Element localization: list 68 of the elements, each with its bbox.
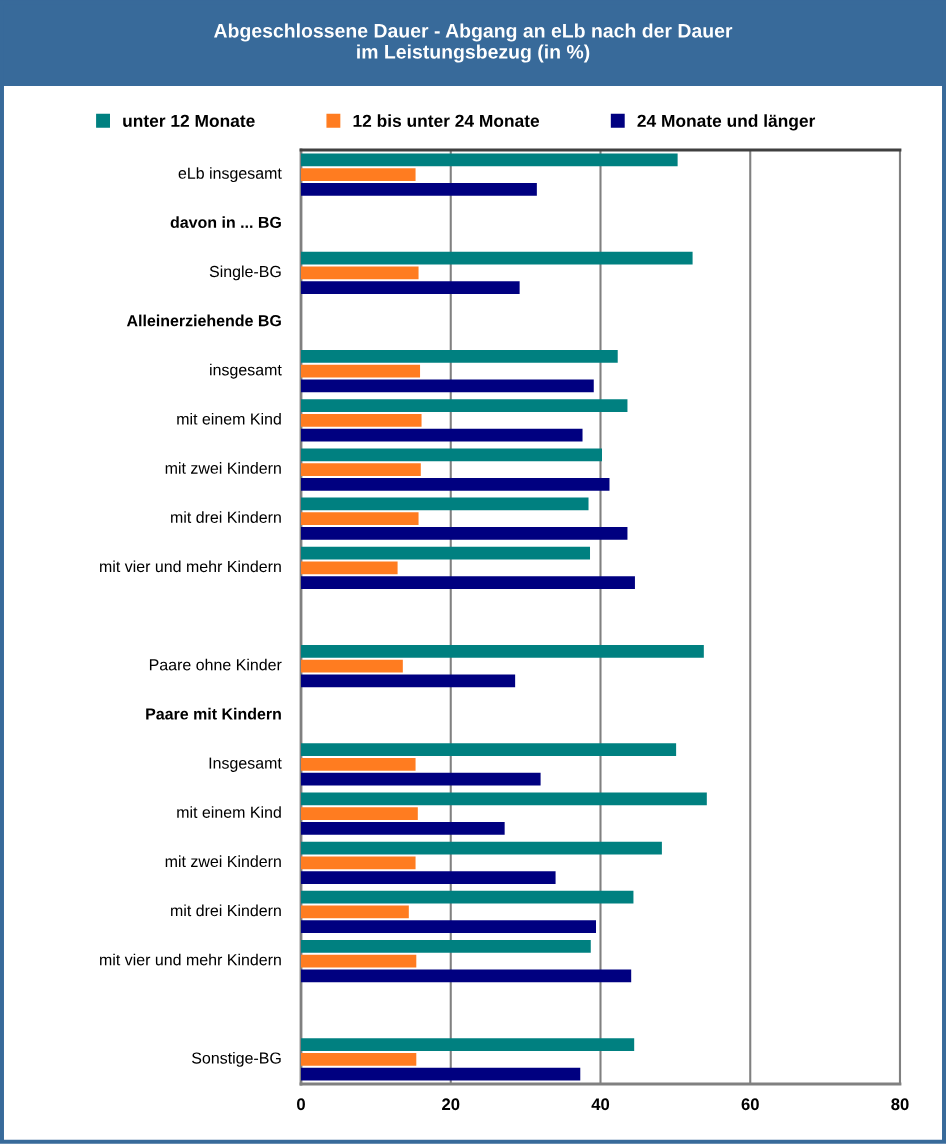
y-tick-label: mit zwei Kindern bbox=[165, 462, 281, 474]
bar bbox=[301, 413, 422, 427]
bar bbox=[301, 153, 678, 167]
y-tick-label: Paare ohne Kinder bbox=[149, 658, 282, 671]
bar bbox=[301, 576, 635, 589]
bar bbox=[301, 792, 707, 806]
x-tick-label: 20 bbox=[442, 1098, 460, 1111]
bar bbox=[301, 954, 417, 968]
bar bbox=[301, 182, 537, 196]
bar bbox=[301, 527, 628, 540]
bar bbox=[301, 969, 632, 983]
bar bbox=[301, 905, 409, 919]
x-tick-label: 80 bbox=[891, 1098, 909, 1111]
bar bbox=[301, 807, 418, 821]
y-tick-label: mit zwei Kindern bbox=[165, 855, 281, 868]
bar bbox=[301, 758, 416, 771]
bar bbox=[301, 890, 634, 904]
bar bbox=[301, 645, 704, 658]
y-tick-label: Sonstige-BG bbox=[192, 1051, 281, 1067]
y-tick-label: mit drei Kindern bbox=[171, 904, 281, 917]
legend-label: 12 bis unter 24 Monate bbox=[353, 114, 540, 128]
bar bbox=[301, 399, 628, 413]
bar bbox=[301, 674, 516, 688]
bar bbox=[301, 497, 589, 511]
bar bbox=[301, 350, 618, 363]
bar bbox=[301, 477, 610, 491]
chart-title: Abgeschlossene Dauer - Abgang an eLb nach der Dauer im Leistungsbezug (in %) bbox=[214, 23, 733, 63]
bar bbox=[301, 251, 693, 265]
y-tick-label: mit drei Kindern bbox=[171, 511, 281, 523]
bar bbox=[301, 281, 520, 295]
bar bbox=[301, 448, 602, 462]
y-tick-label: Alleinerziehende BG bbox=[126, 314, 281, 327]
bar bbox=[301, 463, 421, 476]
y-tick-label: insgesamt bbox=[210, 363, 282, 379]
bar bbox=[301, 772, 541, 786]
bar bbox=[301, 512, 419, 526]
y-tick-label: mit vier und mehr Kindern bbox=[100, 560, 281, 573]
legend-label: 24 Monate und länger bbox=[637, 114, 816, 131]
bar bbox=[301, 266, 419, 280]
y-tick-label: mit einem Kind bbox=[177, 412, 281, 425]
legend-label: unter 12 Monate bbox=[123, 114, 255, 128]
x-tick-label: 0 bbox=[297, 1098, 305, 1111]
bar bbox=[301, 856, 416, 870]
bar bbox=[301, 821, 505, 835]
bar bbox=[301, 379, 594, 393]
bar bbox=[301, 428, 583, 442]
x-tick-label: 40 bbox=[591, 1098, 610, 1111]
y-tick-label: Insgesamt bbox=[209, 757, 282, 772]
bar bbox=[301, 743, 677, 757]
y-tick-label: Single-BG bbox=[209, 265, 281, 281]
y-tick-label: mit einem Kind bbox=[177, 806, 281, 818]
bar bbox=[301, 871, 556, 884]
bar bbox=[301, 364, 421, 378]
bar bbox=[301, 546, 591, 560]
bar bbox=[301, 920, 597, 934]
y-tick-label: davon in ... BG bbox=[170, 216, 281, 229]
y-tick-label: mit vier und mehr Kindern bbox=[100, 953, 281, 966]
y-tick-label: eLb insgesamt bbox=[178, 167, 282, 183]
bar bbox=[301, 1053, 417, 1066]
bar bbox=[301, 1038, 635, 1052]
bar bbox=[301, 561, 398, 575]
bar bbox=[301, 659, 403, 673]
bar bbox=[301, 939, 591, 953]
bar bbox=[301, 841, 662, 855]
x-tick-label: 60 bbox=[741, 1098, 759, 1111]
y-tick-label: Paare mit Kindern bbox=[146, 707, 281, 720]
bar bbox=[301, 168, 416, 181]
bar bbox=[301, 1067, 581, 1081]
